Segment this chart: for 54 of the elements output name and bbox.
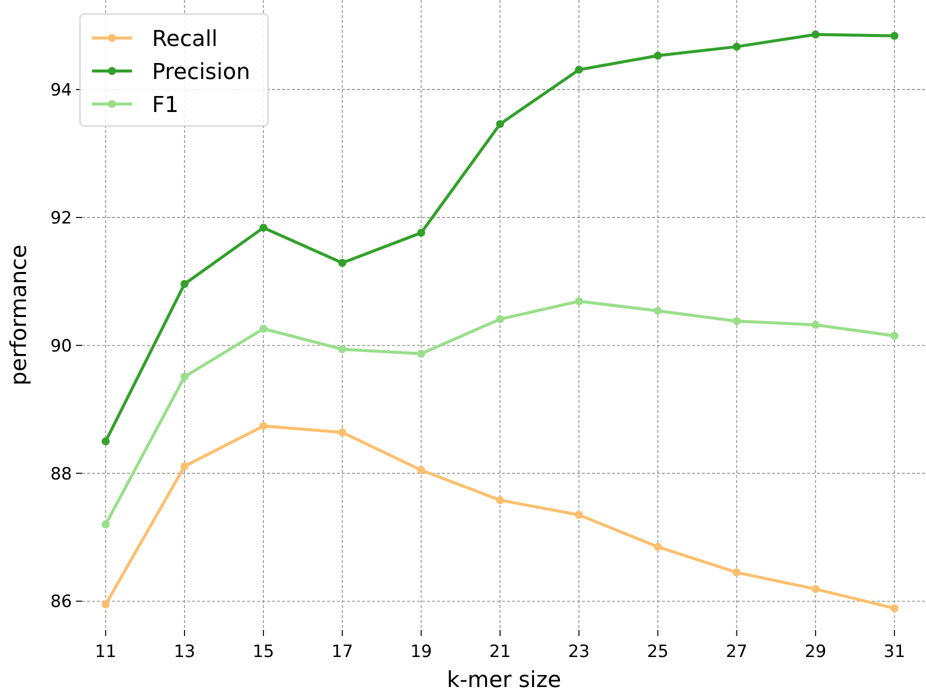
x-tick-label: 15 bbox=[252, 642, 274, 662]
x-tick-label: 19 bbox=[410, 642, 432, 662]
point bbox=[496, 315, 504, 324]
point bbox=[496, 496, 504, 504]
legend-label: F1 bbox=[152, 93, 179, 118]
point bbox=[102, 600, 110, 608]
y-tick-label: 94 bbox=[50, 80, 72, 101]
point bbox=[654, 542, 662, 551]
x-tick-label: 13 bbox=[174, 642, 196, 662]
x-tick-label: 23 bbox=[568, 642, 590, 662]
y-tick-label: 88 bbox=[50, 464, 72, 484]
point bbox=[890, 32, 898, 40]
point bbox=[812, 320, 820, 329]
point bbox=[417, 350, 426, 358]
point bbox=[338, 428, 346, 436]
point bbox=[259, 224, 268, 232]
x-tick-label: 29 bbox=[804, 642, 826, 662]
point bbox=[732, 42, 741, 51]
point bbox=[574, 66, 583, 74]
point bbox=[102, 437, 110, 446]
x-tick-label: 25 bbox=[646, 642, 669, 662]
y-tick-label: 90 bbox=[50, 336, 72, 356]
legend-label: Recall bbox=[152, 27, 218, 52]
point bbox=[496, 120, 504, 128]
point bbox=[732, 568, 741, 576]
point bbox=[812, 30, 820, 39]
x-axis-title: k-mer size bbox=[446, 668, 562, 691]
point bbox=[812, 585, 820, 594]
point bbox=[338, 345, 346, 354]
point bbox=[574, 297, 583, 306]
point bbox=[654, 306, 662, 315]
y-tick-label: 86 bbox=[50, 592, 72, 612]
point bbox=[417, 466, 426, 474]
point bbox=[259, 422, 268, 430]
point bbox=[574, 510, 583, 519]
legend-label: Precision bbox=[152, 60, 250, 85]
y-tick-label: 92 bbox=[50, 208, 72, 228]
point bbox=[732, 317, 741, 326]
point bbox=[180, 280, 189, 288]
point bbox=[102, 520, 110, 528]
point bbox=[417, 228, 426, 237]
point bbox=[180, 372, 189, 381]
x-tick-label: 21 bbox=[489, 642, 511, 662]
x-tick-label: 31 bbox=[884, 642, 906, 662]
x-tick-label: 11 bbox=[94, 642, 116, 662]
point bbox=[259, 324, 268, 333]
point bbox=[180, 462, 189, 470]
y-axis-title: performance bbox=[7, 244, 32, 386]
x-tick-label: 17 bbox=[331, 642, 354, 662]
point bbox=[890, 332, 898, 340]
x-tick-label: 27 bbox=[726, 642, 748, 662]
point bbox=[654, 52, 662, 60]
point bbox=[890, 604, 898, 612]
point bbox=[338, 258, 346, 267]
